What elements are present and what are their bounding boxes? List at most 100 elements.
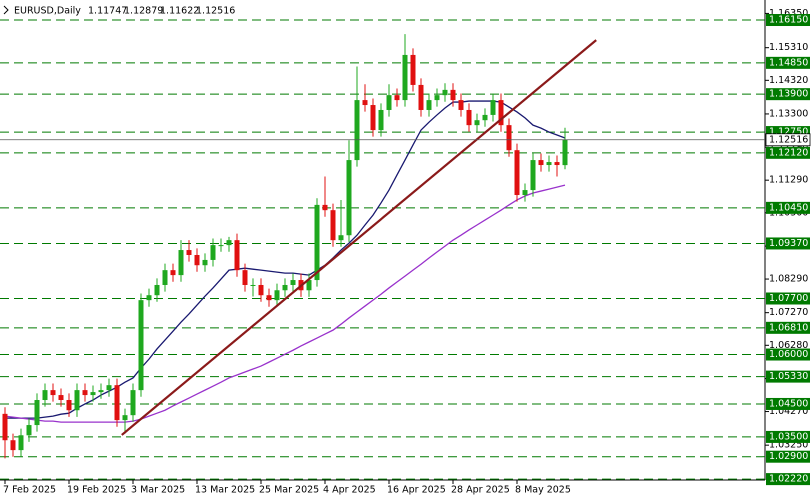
chart-title: EURUSD,Daily [14,6,81,17]
level-label: 1.03500 [769,431,808,442]
y-tick-label: 1.07270 [769,307,808,318]
candle-body [250,284,256,286]
candle-body [122,415,128,421]
header-open: 1.11747 [88,6,127,17]
moving-average [4,184,566,423]
level-label: 1.04500 [769,398,808,409]
candle-body [114,385,120,421]
candle-body [426,100,432,110]
candle-body [490,100,496,115]
level-label-box [766,88,810,101]
candle-body [522,190,528,196]
candle-body [330,210,336,241]
level-label-box [766,370,810,383]
candle-body [466,109,472,126]
level-label: 1.06000 [769,349,808,360]
trendline [121,39,597,436]
candle-body [170,270,176,276]
y-tick-label: 1.06280 [769,340,808,351]
candle-body [90,392,96,396]
candle-body [346,160,352,236]
candle-body [554,162,560,166]
candle-body [98,390,104,393]
x-tick-label: 3 Mar 2025 [131,485,185,496]
level-label-box [766,292,810,305]
level-label: 1.16150 [769,15,808,26]
x-tick-label: 16 Apr 2025 [387,485,446,496]
candle-body [194,254,200,266]
y-tick-label: 1.16350 [769,8,808,19]
level-label: 1.12750 [769,127,808,138]
level-label: 1.06810 [769,322,808,333]
x-tick-label: 19 Feb 2025 [67,485,126,496]
x-tick-label: 8 May 2025 [515,485,571,496]
y-tick-label: 1.03250 [769,440,808,451]
candle-body [18,435,24,451]
candle-body [258,284,264,296]
candle-body [290,280,296,285]
x-tick-label: 28 Apr 2025 [451,485,510,496]
level-label-box [766,321,810,334]
level-label: 1.12120 [769,147,808,158]
candle-body [34,400,40,426]
y-tick-label: 1.11290 [769,175,808,186]
level-label-box [766,146,810,159]
candle-body [26,425,32,436]
candle-body [482,114,488,121]
candle-body [394,95,400,101]
header: EURUSD,Daily 1.11747 1.12879 1.11622 1.1… [3,5,235,17]
price-label: 1.12516 [769,134,808,145]
candle-body [82,390,88,396]
candle-body [338,235,344,241]
header-high: 1.12879 [124,6,163,17]
level-label-box [766,348,810,361]
level-label: 1.10450 [769,202,808,213]
candle-body [370,105,376,131]
candle-body [74,390,80,411]
y-tick-label: 1.04270 [769,406,808,417]
level-label-box [766,201,810,214]
candle-body [418,84,424,110]
header-icon [3,5,9,15]
candle-body [186,250,192,255]
candle-body [266,295,272,301]
candle-body [234,240,240,271]
x-tick-label: 13 Mar 2025 [195,485,255,496]
y-tick-label: 1.13300 [769,108,808,119]
candle-body [202,259,208,266]
candle-body [146,295,152,301]
price-label-box [765,133,811,147]
level-label-box [766,430,810,443]
candle-body [562,139,568,166]
level-label-box [766,14,810,27]
candle-body [2,413,8,441]
candle-body [178,250,184,276]
level-label-box [766,56,810,69]
candle-body [410,54,416,85]
candle-body [530,160,536,191]
y-tick-label: 1.08290 [769,274,808,285]
candle-body [434,95,440,101]
level-label-box [766,473,810,486]
x-tick-label: 7 Feb 2025 [3,485,56,496]
level-label-box [766,237,810,250]
level-label: 1.07700 [769,293,808,304]
level-label: 1.02900 [769,451,808,462]
candle-body [50,390,56,396]
candle-body [474,120,480,126]
moving-average [5,100,566,419]
candle-body [442,89,448,96]
candle-body [498,100,504,126]
candle-body [314,204,320,281]
candle-body [106,385,112,391]
candle-body [450,89,456,101]
header-close: 1.12516 [196,6,235,17]
level-label-box [766,397,810,410]
candle-body [226,240,232,246]
candle-body [354,100,360,161]
candle-body [458,100,464,110]
level-label: 1.13900 [769,89,808,100]
candle-body [538,160,544,166]
